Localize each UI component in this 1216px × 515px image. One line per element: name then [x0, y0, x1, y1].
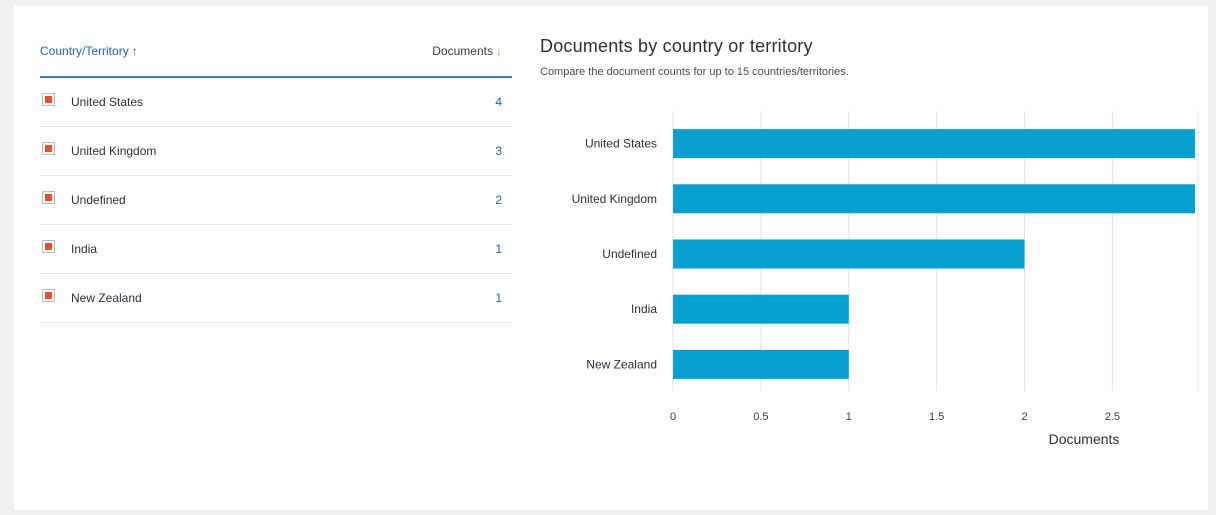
- bar: [673, 184, 1195, 214]
- table-row[interactable]: Undefined 2: [40, 176, 512, 225]
- country-name: United States: [71, 95, 144, 109]
- table-row[interactable]: India 1: [40, 225, 512, 274]
- document-count: 4: [495, 95, 502, 109]
- row-checkbox[interactable]: [42, 191, 55, 204]
- category-label: New Zealand: [586, 357, 657, 371]
- row-checkbox[interactable]: [42, 289, 55, 302]
- documents-by-country-panel: Country/Territory ↑ Documents ↓ United Sta…: [14, 6, 1208, 510]
- table-row[interactable]: United States 4: [40, 78, 512, 127]
- country-table: Country/Territory ↑ Documents ↓ United Sta…: [40, 36, 512, 323]
- bar: [673, 129, 1195, 159]
- country-column-label: Country/Territory: [40, 44, 129, 58]
- chart-title: Documents by country or territory: [540, 36, 813, 56]
- document-count: 1: [495, 291, 502, 305]
- x-tick-label: 2: [1021, 411, 1027, 423]
- x-tick-label: 1.5: [929, 411, 944, 423]
- table-row[interactable]: United Kingdom 3: [40, 127, 512, 176]
- horizontal-bar-chart: 0 0.5 1 1.5 2 2.5 United States United Kingdom U…: [572, 111, 1199, 447]
- x-axis-title: Documents: [1049, 431, 1120, 447]
- document-count: 2: [495, 193, 502, 207]
- bar: [673, 349, 849, 379]
- country-name: India: [71, 242, 98, 256]
- row-checkbox[interactable]: [42, 142, 55, 155]
- bar: [673, 239, 1025, 269]
- arrow-down-icon: ↓: [496, 44, 502, 58]
- x-tick-label: 1: [846, 411, 852, 423]
- category-label: United Kingdom: [572, 192, 657, 206]
- x-tick-label: 2.5: [1105, 411, 1120, 423]
- row-checkbox[interactable]: [42, 93, 55, 106]
- document-count: 3: [495, 144, 502, 158]
- table-header: Country/Territory ↑ Documents ↓: [40, 36, 512, 78]
- category-label: Undefined: [602, 247, 657, 261]
- documents-column-label: Documents: [432, 44, 493, 58]
- x-tick-label: 0: [670, 411, 676, 423]
- x-tick-label: 0.5: [753, 411, 768, 423]
- country-column-header[interactable]: Country/Territory ↑: [40, 44, 138, 58]
- bar: [673, 294, 849, 324]
- country-name: New Zealand: [71, 291, 142, 305]
- chart-subtitle: Compare the document counts for up to 15…: [540, 66, 849, 78]
- category-label: United States: [585, 137, 657, 151]
- row-checkbox[interactable]: [42, 240, 55, 253]
- table-row[interactable]: New Zealand 1: [40, 274, 512, 323]
- country-name: United Kingdom: [71, 144, 157, 158]
- documents-column-header[interactable]: Documents ↓: [432, 44, 502, 58]
- document-count: 1: [495, 242, 502, 256]
- country-name: Undefined: [71, 193, 126, 207]
- arrow-up-icon: ↑: [131, 44, 138, 58]
- category-label: India: [631, 302, 657, 316]
